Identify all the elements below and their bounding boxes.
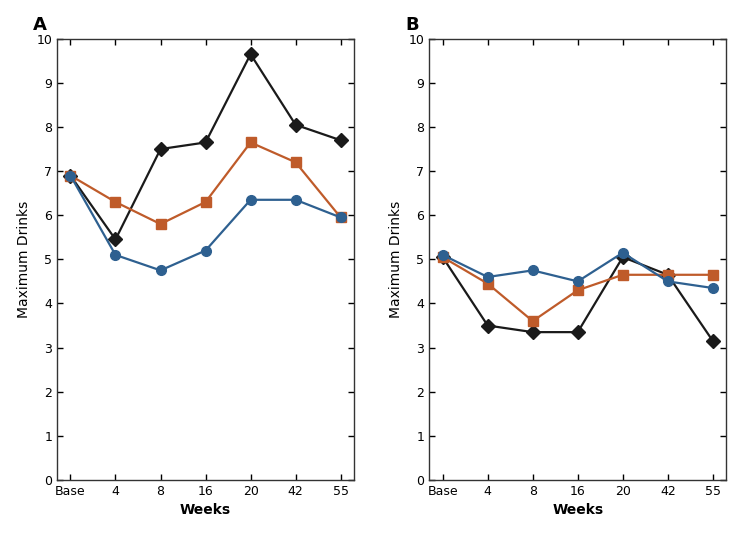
X-axis label: Weeks: Weeks bbox=[552, 504, 603, 517]
Y-axis label: Maximum Drinks: Maximum Drinks bbox=[389, 201, 403, 318]
Text: B: B bbox=[406, 17, 419, 34]
Y-axis label: Maximum Drinks: Maximum Drinks bbox=[16, 201, 30, 318]
Text: A: A bbox=[33, 17, 47, 34]
X-axis label: Weeks: Weeks bbox=[180, 504, 231, 517]
